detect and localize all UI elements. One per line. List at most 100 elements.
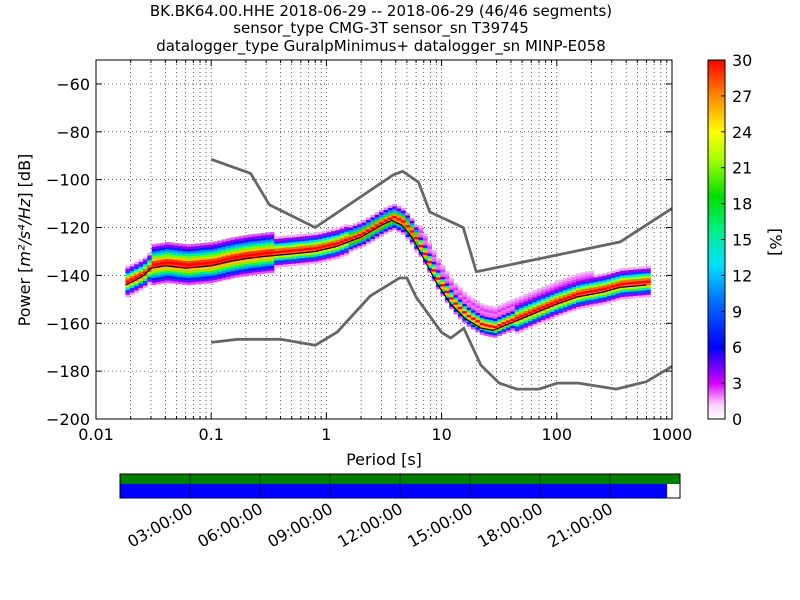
heatmap-cell xyxy=(436,260,441,264)
mode-curve xyxy=(125,219,647,332)
heatmap-cell xyxy=(549,316,555,320)
heatmap-cell xyxy=(466,300,472,303)
heatmap-cell xyxy=(532,306,537,310)
heatmap-cell xyxy=(278,252,284,256)
heatmap-cell xyxy=(427,260,432,264)
heatmap-cell xyxy=(444,280,450,284)
heatmap-cell xyxy=(444,288,450,291)
heatmap-cell xyxy=(195,248,201,251)
heatmap-cell xyxy=(256,266,262,270)
heatmap-cell xyxy=(427,258,432,261)
heatmap-cell xyxy=(226,271,231,275)
heatmap-cell xyxy=(527,296,533,300)
heatmap-cell xyxy=(230,266,236,269)
heatmap-cell xyxy=(580,293,586,297)
heatmap-cell xyxy=(182,265,187,269)
heatmap-cell xyxy=(374,214,380,218)
heatmap-cell xyxy=(313,232,319,236)
heatmap-cell xyxy=(186,280,192,283)
heatmap-cell xyxy=(217,250,222,253)
heatmap-cell xyxy=(580,291,586,295)
heatmap-cell xyxy=(291,244,297,247)
heatmap-cell xyxy=(234,255,240,259)
heatmap-cell xyxy=(597,302,603,306)
heatmap-cell xyxy=(475,303,481,306)
heatmap-cell xyxy=(274,238,279,242)
y-tick-label: −180 xyxy=(46,362,90,381)
heatmap-cell xyxy=(256,247,262,251)
heatmap-cell xyxy=(322,230,327,234)
heatmap-cell xyxy=(239,271,244,275)
heatmap-cell xyxy=(339,237,345,241)
heatmap-cell xyxy=(204,266,209,270)
heatmap-cell xyxy=(396,227,402,231)
heatmap-cell xyxy=(173,266,179,270)
heatmap-cell xyxy=(584,290,590,294)
heatmap-cell xyxy=(571,286,577,290)
heatmap-cell xyxy=(160,242,166,246)
heatmap-cell xyxy=(291,249,297,252)
heatmap-cell xyxy=(418,230,424,233)
heatmap-cell xyxy=(296,248,301,252)
heatmap-cell xyxy=(217,240,222,244)
heatmap-cell xyxy=(160,276,166,279)
heatmap-cell xyxy=(243,256,249,260)
heatmap-cell xyxy=(427,241,432,245)
heatmap-cell xyxy=(274,257,279,261)
heatmap-cell xyxy=(427,270,432,273)
heatmap-cell xyxy=(589,292,594,295)
heatmap-cell xyxy=(637,295,642,298)
heatmap-cell xyxy=(401,224,406,228)
heatmap-cell xyxy=(558,296,564,299)
heatmap-cell xyxy=(457,299,463,302)
heatmap-cell xyxy=(309,247,314,250)
heatmap-cell xyxy=(436,282,441,285)
heatmap-cell xyxy=(558,298,564,302)
heatmap-cell xyxy=(453,283,459,286)
heatmap-cell xyxy=(562,292,568,295)
heatmap-cell xyxy=(164,270,170,274)
heatmap-cell xyxy=(243,270,249,274)
heatmap-cell xyxy=(204,268,209,272)
heatmap-cell xyxy=(274,262,279,266)
heatmap-cell xyxy=(536,317,542,320)
heatmap-cell xyxy=(278,259,284,263)
heatmap-cell xyxy=(409,230,415,233)
heatmap-cell xyxy=(545,311,551,314)
heatmap-cell xyxy=(567,305,572,308)
heatmap-cell xyxy=(339,252,345,255)
heatmap-cell xyxy=(444,273,450,277)
heatmap-cell xyxy=(182,272,187,276)
heatmap-cell xyxy=(134,266,139,270)
heatmap-cell xyxy=(265,263,271,267)
heatmap-cell xyxy=(453,304,459,308)
heatmap-cell xyxy=(449,306,454,310)
heatmap-cell xyxy=(606,281,612,285)
heatmap-cell xyxy=(182,246,187,249)
heatmap-cell xyxy=(624,277,629,280)
heatmap-cell xyxy=(138,273,144,277)
heatmap-cell xyxy=(261,235,266,238)
heatmap-cell xyxy=(261,256,266,260)
heatmap-cell xyxy=(440,281,446,285)
heatmap-cell xyxy=(199,247,205,251)
heatmap-cell xyxy=(313,258,319,262)
heatmap-cell xyxy=(317,236,323,240)
heatmap-cell xyxy=(580,305,586,309)
heatmap-cell xyxy=(199,259,205,263)
heatmap-cell xyxy=(523,325,529,328)
heatmap-cell xyxy=(138,278,144,282)
heatmap-cell xyxy=(142,259,148,262)
heatmap-cell xyxy=(282,242,288,246)
heatmap-cell xyxy=(449,280,454,283)
heatmap-cell xyxy=(156,279,161,282)
heatmap-cell xyxy=(164,258,170,262)
heatmap-cell xyxy=(488,319,494,323)
heatmap-cell xyxy=(383,209,389,213)
heatmap-cell xyxy=(606,274,612,277)
heatmap-cell xyxy=(479,310,485,314)
heatmap-cell xyxy=(331,240,336,244)
heatmap-cell xyxy=(589,304,594,307)
plot-background xyxy=(96,60,672,419)
heatmap-cell xyxy=(545,294,551,297)
